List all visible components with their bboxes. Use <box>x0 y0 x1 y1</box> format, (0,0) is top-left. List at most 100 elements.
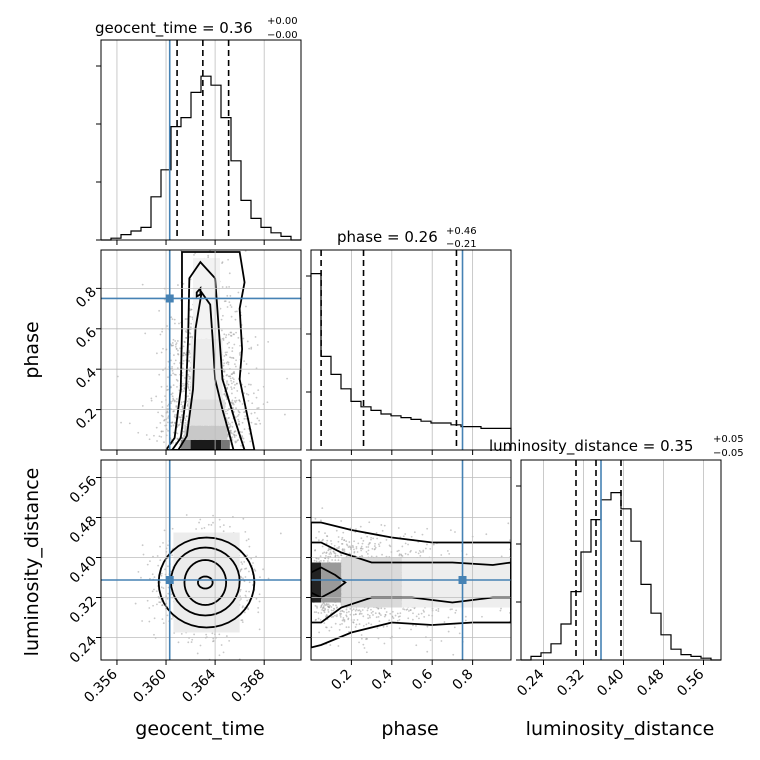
panel-phase-luminosity-distance-point <box>314 517 317 520</box>
panel-geocent-time-phase-point <box>243 417 246 420</box>
panel-geocent-time-luminosity-distance-point <box>151 590 154 593</box>
panel-geocent-time-luminosity-distance-point <box>228 639 231 642</box>
panel-geocent-time-luminosity-distance-point <box>198 521 200 524</box>
panel-geocent-time-phase-point <box>225 410 227 413</box>
panel-phase-luminosity-distance-point <box>329 555 332 558</box>
panel-phase-luminosity-distance-point <box>332 615 335 618</box>
panel-phase-luminosity-distance-point <box>331 559 334 561</box>
panel-phase-luminosity-distance-point <box>330 609 333 612</box>
panel-phase-luminosity-distance-point <box>417 613 420 616</box>
panel-geocent-time-phase-point <box>226 380 228 383</box>
panel-geocent-time-phase-point <box>226 306 229 308</box>
panel-phase-luminosity-distance-point <box>335 615 338 618</box>
panel-phase-luminosity-distance-point <box>440 640 443 642</box>
panel-phase-luminosity-distance-point <box>419 554 422 557</box>
panel-geocent-time-phase-point <box>128 422 131 425</box>
panel-geocent-time-phase-point <box>228 286 231 288</box>
panel-geocent-time-luminosity-distance-point <box>253 568 256 571</box>
panel-geocent-time-phase-point <box>171 344 173 347</box>
panel-geocent-time-luminosity-distance-point <box>156 555 159 557</box>
panel-phase-luminosity-distance-point <box>413 607 416 610</box>
panel-phase-luminosity-distance-point <box>322 606 325 609</box>
panel-phase-luminosity-distance-point <box>402 608 404 610</box>
panel-phase-luminosity-distance-point <box>391 610 394 613</box>
panel-geocent-time-phase-point <box>252 392 255 395</box>
panel-phase-luminosity-distance-point <box>376 537 379 540</box>
panel-geocent-time-phase-content <box>116 250 289 450</box>
panel-phase-luminosity-distance-point <box>325 542 328 545</box>
panel-geocent-time-phase-point <box>232 403 235 406</box>
panel-geocent-time-phase-point <box>167 429 169 432</box>
panel-phase-luminosity-distance-point <box>327 547 330 550</box>
panel-geocent-time-phase-point <box>236 439 239 442</box>
panel-phase-luminosity-distance-point <box>415 551 417 554</box>
panel-geocent-time-phase-point <box>231 425 234 428</box>
panel-geocent-time-luminosity-distance-point <box>161 604 164 606</box>
panel-geocent-time-luminosity-distance-content <box>134 514 282 660</box>
panel-phase-luminosity-distance-point <box>330 540 332 542</box>
panel-geocent-time-luminosity-distance-point <box>242 517 245 520</box>
panel-geocent-time-luminosity-distance-point <box>160 586 163 589</box>
panel-phase-luminosity-distance-point <box>328 553 331 555</box>
panel-geocent-time-phase-point <box>160 401 163 403</box>
panel-geocent-time-phase-point <box>172 424 175 427</box>
panel-geocent-time-phase-point <box>184 419 187 422</box>
panel-phase-luminosity-distance-point <box>418 549 421 552</box>
panel-phase-luminosity-distance-point <box>337 559 340 562</box>
panel-geocent-time-phase-point <box>231 392 233 395</box>
panel-geocent-time-phase-point <box>233 434 236 437</box>
panel-geocent-time-luminosity-distance-point <box>203 527 206 529</box>
panel-geocent-time-phase-point <box>229 377 232 380</box>
panel-geocent-time-phase-density-cell-1 <box>180 439 191 450</box>
panel-geocent-time-phase-point <box>230 306 233 308</box>
panel-phase-luminosity-distance-point <box>336 554 339 557</box>
panel-geocent-time-phase-point <box>238 353 241 356</box>
panel-phase-luminosity-distance-point <box>337 536 340 538</box>
panel-phase-luminosity-distance-point <box>335 606 338 609</box>
panel-geocent-time-luminosity-distance-point <box>163 529 166 532</box>
panel-geocent-time-luminosity-distance-point <box>162 622 165 625</box>
panel-geocent-time-phase-point <box>183 384 185 387</box>
panel-phase-luminosity-distance-point <box>375 616 378 619</box>
panel-phase-luminosity-distance-point <box>315 560 318 563</box>
panel-phase-luminosity-distance-point <box>329 604 331 607</box>
panel-phase-luminosity-distance-point <box>352 608 355 611</box>
panel-phase-luminosity-distance-point <box>323 622 326 624</box>
panel-phase-luminosity-distance-point <box>464 619 467 622</box>
panel-phase-luminosity-distance-content <box>311 507 511 656</box>
panel-geocent-time-phase-point <box>267 340 270 343</box>
panel-phase-luminosity-distance-point <box>449 529 452 532</box>
panel-geocent-time-phase-point <box>228 375 231 378</box>
panel-phase-luminosity-distance-point <box>357 542 360 545</box>
panel-phase-luminosity-distance-point <box>325 615 327 618</box>
panel-geocent-time-phase-point <box>172 441 175 444</box>
title-geocent-time: geocent_time = 0.36 <box>95 19 253 38</box>
panel-geocent-time-phase-point <box>226 412 229 415</box>
panel-phase-luminosity-distance-point <box>366 535 369 538</box>
panel-geocent-time-luminosity-distance-point <box>225 635 228 637</box>
panel-geocent-time-phase-point <box>236 415 239 418</box>
panel-geocent-time-phase-point <box>243 411 245 414</box>
panel-phase-luminosity-distance-point <box>351 544 354 547</box>
panel-geocent-time-phase-point <box>233 343 236 346</box>
panel-geocent-time-phase-point <box>187 383 190 386</box>
panel-geocent-time-phase-point <box>182 435 185 437</box>
panel-geocent-time-phase-point <box>235 399 238 402</box>
panel-geocent-time-phase-point <box>257 407 260 409</box>
xlabel-geocent-time: geocent_time <box>135 718 264 740</box>
panel-geocent-time-phase-point <box>175 400 178 403</box>
panel-geocent-time-phase-point <box>240 444 243 447</box>
panel-phase-luminosity-distance-point <box>358 613 361 616</box>
hist-geocent-time-frame <box>100 39 302 241</box>
panel-phase-luminosity-distance-point <box>356 618 359 621</box>
panel-phase-luminosity-distance-point <box>335 529 338 532</box>
panel-geocent-time-phase-point <box>184 377 186 379</box>
panel-geocent-time-luminosity-distance-point <box>185 514 188 516</box>
panel-geocent-time-luminosity-distance-point <box>255 597 258 600</box>
panel-geocent-time-phase-point <box>182 400 185 403</box>
panel-geocent-time-phase-point <box>229 295 232 297</box>
panel-phase-luminosity-distance-point <box>458 632 461 635</box>
panel-geocent-time-phase-point <box>176 385 178 388</box>
panel-phase-luminosity-distance-point <box>380 614 382 617</box>
panel-geocent-time-phase-point <box>231 347 234 349</box>
